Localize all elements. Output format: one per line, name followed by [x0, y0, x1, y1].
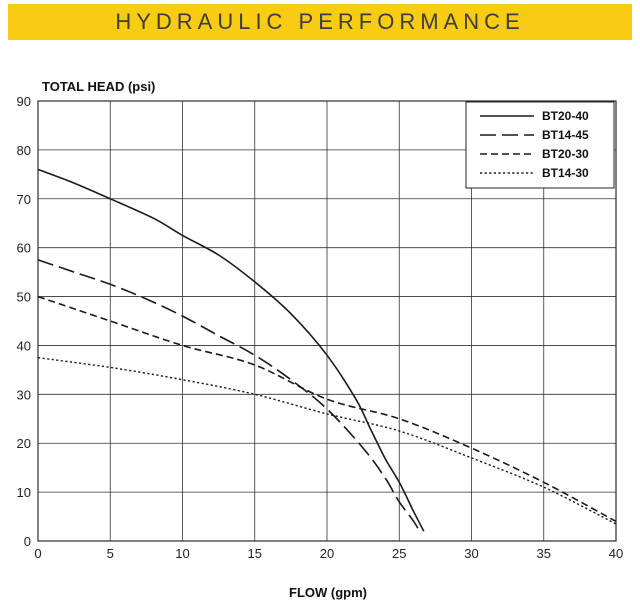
x-tick-label: 30 [464, 546, 478, 561]
series-line-bt20-40 [37, 168, 425, 532]
x-tick-label: 10 [175, 546, 189, 561]
x-tick-label: 15 [248, 546, 262, 561]
page-title: HYDRAULIC PERFORMANCE [115, 9, 525, 34]
series-line-bt14-45 [37, 259, 422, 535]
y-tick-label: 20 [17, 436, 31, 451]
y-tick-label: 90 [17, 94, 31, 109]
y-tick-label: 30 [17, 387, 31, 402]
x-axis-title: FLOW (gpm) [289, 585, 367, 600]
series-line-bt20-30 [37, 295, 617, 523]
legend-box [465, 101, 615, 189]
y-tick-label: 40 [17, 338, 31, 353]
y-tick-label: 0 [24, 534, 31, 549]
legend-label: BT14-30 [542, 166, 589, 180]
x-tick-label: 35 [537, 546, 551, 561]
y-axis-title: TOTAL HEAD (psi) [42, 79, 155, 94]
x-tick-label: 20 [320, 546, 334, 561]
y-tick-label: 50 [17, 290, 31, 305]
x-tick-label: 5 [107, 546, 114, 561]
y-tick-label: 60 [17, 241, 31, 256]
title-banner: HYDRAULIC PERFORMANCE [8, 4, 632, 40]
x-tick-label: 25 [392, 546, 406, 561]
legend-label: BT14-45 [542, 128, 589, 142]
x-tick-label: 0 [34, 546, 41, 561]
y-tick-label: 80 [17, 143, 31, 158]
series-line-bt14-30 [37, 357, 617, 525]
y-tick-label: 10 [17, 485, 31, 500]
x-tick-label: 40 [609, 546, 623, 561]
y-tick-label: 70 [17, 192, 31, 207]
legend-label: BT20-40 [542, 109, 589, 123]
legend-label: BT20-30 [542, 147, 589, 161]
